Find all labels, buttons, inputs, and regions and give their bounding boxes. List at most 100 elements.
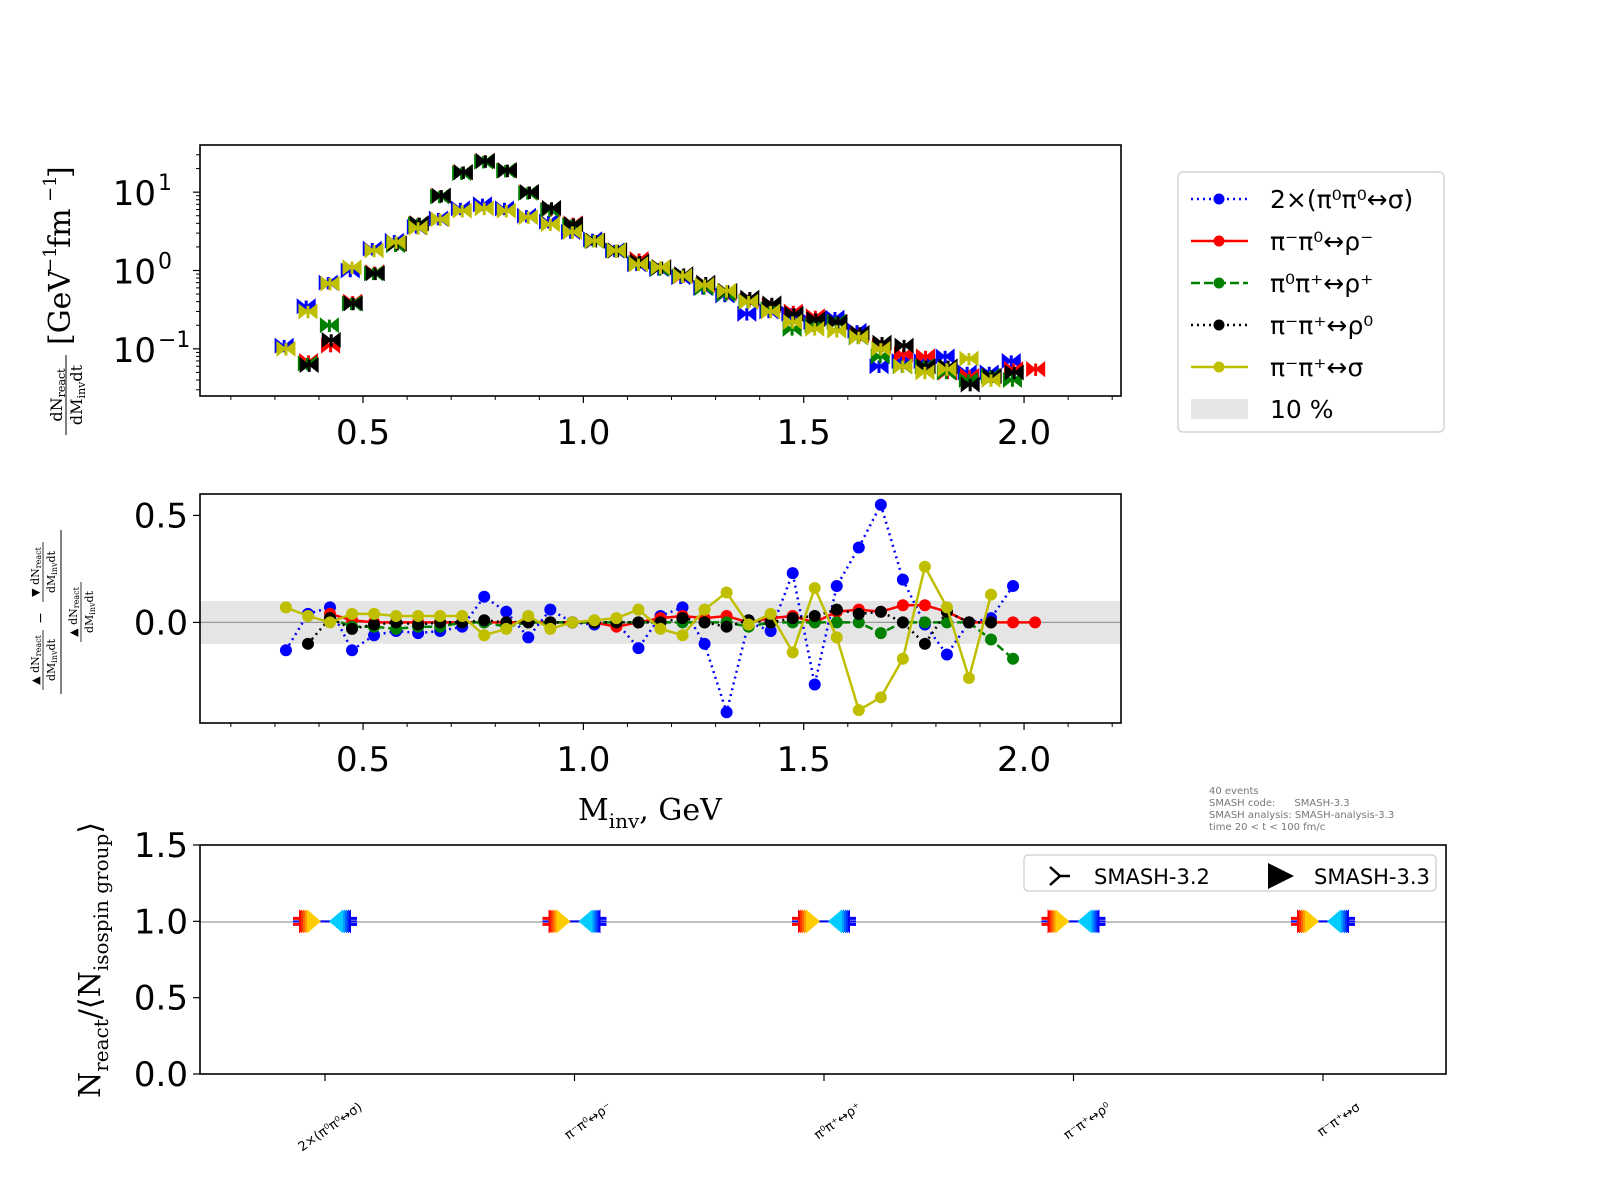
ratio-point	[698, 603, 711, 616]
legend-marker	[1213, 277, 1225, 289]
ratio-point	[896, 616, 909, 629]
ratio-point	[301, 609, 314, 622]
data-point	[981, 371, 1001, 389]
svg-text:dMinvdt: dMinvdt	[45, 638, 59, 681]
svg-text:dMinvdt: dMinvdt	[67, 364, 88, 425]
ratio-point	[874, 605, 887, 618]
ratio-point	[456, 609, 469, 622]
data-point	[431, 187, 451, 204]
data-point	[475, 152, 495, 170]
data-point	[827, 322, 847, 339]
ratio-point	[918, 616, 931, 629]
ratio-point	[434, 609, 447, 622]
data-point	[496, 202, 516, 219]
ratio-point	[544, 622, 557, 635]
legend-entry-series: π⁻π⁺↔ρ⁰	[1191, 311, 1373, 340]
smash-3-3-marker	[329, 909, 343, 934]
data-point	[783, 313, 803, 331]
ratio-point	[654, 622, 667, 635]
svg-text:]: ]	[43, 166, 78, 178]
data-point	[628, 256, 648, 273]
legend-entry-series: π⁻π⁰↔ρ⁻	[1191, 227, 1373, 256]
category-markers-2	[293, 909, 357, 934]
legend-label: π⁰π⁺↔ρ⁺	[1270, 269, 1373, 298]
ratio-point	[985, 633, 998, 646]
category-markers-series	[542, 909, 607, 934]
ratio-point	[412, 618, 425, 631]
ratio-point	[985, 616, 998, 629]
ratio-point	[852, 616, 865, 629]
legend-marker	[1213, 319, 1225, 331]
ratio-point	[764, 607, 777, 620]
ratio-point	[918, 637, 931, 650]
x-tick-label: 0.5	[336, 413, 390, 453]
data-point	[321, 331, 341, 348]
series-series	[276, 200, 1001, 389]
smash-3-2-marker	[556, 909, 571, 934]
ratio-point	[368, 618, 381, 631]
run-info: 40 events SMASH code: SMASH-3.3 SMASH an…	[1209, 786, 1394, 833]
ratio-point	[940, 601, 953, 614]
svg-text:[GeV: [GeV	[43, 269, 78, 345]
data-point	[606, 242, 626, 259]
data-point	[673, 268, 693, 285]
smash-3-2-marker	[1305, 909, 1319, 934]
ratio-point	[830, 580, 843, 593]
category-markers-series	[1291, 909, 1355, 934]
ratio-point	[896, 573, 909, 586]
ratio-point	[830, 603, 843, 616]
ratio-point	[786, 567, 799, 580]
normalization-y-axis-label: Nreact/⟨Nisospin group⟩	[73, 822, 113, 1098]
smash-3-2-marker	[1055, 909, 1070, 934]
y-tick-label: 0.0	[134, 603, 188, 643]
legend-marker	[1213, 235, 1225, 247]
ratio-point	[808, 678, 821, 691]
data-point	[805, 320, 825, 337]
normalization-axes-frame	[199, 844, 1447, 1075]
version-legend-frame	[1023, 854, 1437, 892]
y-tick-label: 0.5	[134, 496, 188, 536]
data-point	[651, 259, 670, 276]
data-point	[298, 303, 318, 320]
data-point	[960, 376, 980, 393]
ratio-point	[940, 648, 953, 661]
ratio-point	[896, 652, 909, 665]
y-tick-label: 0.0	[134, 1055, 188, 1095]
data-point	[299, 357, 319, 374]
ratio-point	[323, 616, 336, 629]
legend-label: π⁻π⁺↔σ	[1270, 353, 1363, 382]
category-markers-series	[1041, 909, 1106, 934]
ratio-point	[852, 541, 865, 554]
ratio-point	[544, 603, 557, 616]
svg-text:−: −	[33, 612, 49, 624]
x-tick-label: 1.0	[556, 740, 610, 780]
data-point	[937, 361, 957, 378]
legend-entry-series: π⁻π⁺↔σ	[1191, 353, 1363, 382]
ratio-point	[676, 601, 689, 614]
ratio-point	[962, 672, 975, 685]
legend-swatch	[1191, 399, 1248, 419]
ratio-point	[742, 618, 755, 631]
data-point	[540, 216, 560, 233]
info-analysis: SMASH analysis: SMASH-analysis-3.3	[1209, 810, 1394, 821]
data-point	[916, 348, 936, 365]
y-tick-exponent: −1	[158, 328, 190, 353]
y-tick-label: 1.5	[134, 826, 188, 866]
data-point	[319, 317, 339, 334]
x-tick-label: 2.0	[997, 413, 1051, 453]
ratio-point	[764, 624, 777, 637]
data-point	[959, 350, 979, 367]
ratio-point	[874, 627, 887, 640]
ratio-point	[346, 622, 359, 635]
data-point	[1026, 361, 1046, 378]
info-time: time 20 < t < 100 fm/c	[1209, 822, 1325, 833]
ratio-point	[874, 498, 887, 511]
ratio-point	[500, 605, 513, 618]
ratio-point	[632, 603, 645, 616]
data-point	[320, 275, 340, 292]
y-tick-exponent: 0	[158, 250, 172, 275]
version-legend-smash-3-3: SMASH-3.3	[1268, 863, 1430, 889]
y-tick-label: 0.5	[134, 979, 188, 1019]
ratio-series-series	[279, 560, 998, 717]
